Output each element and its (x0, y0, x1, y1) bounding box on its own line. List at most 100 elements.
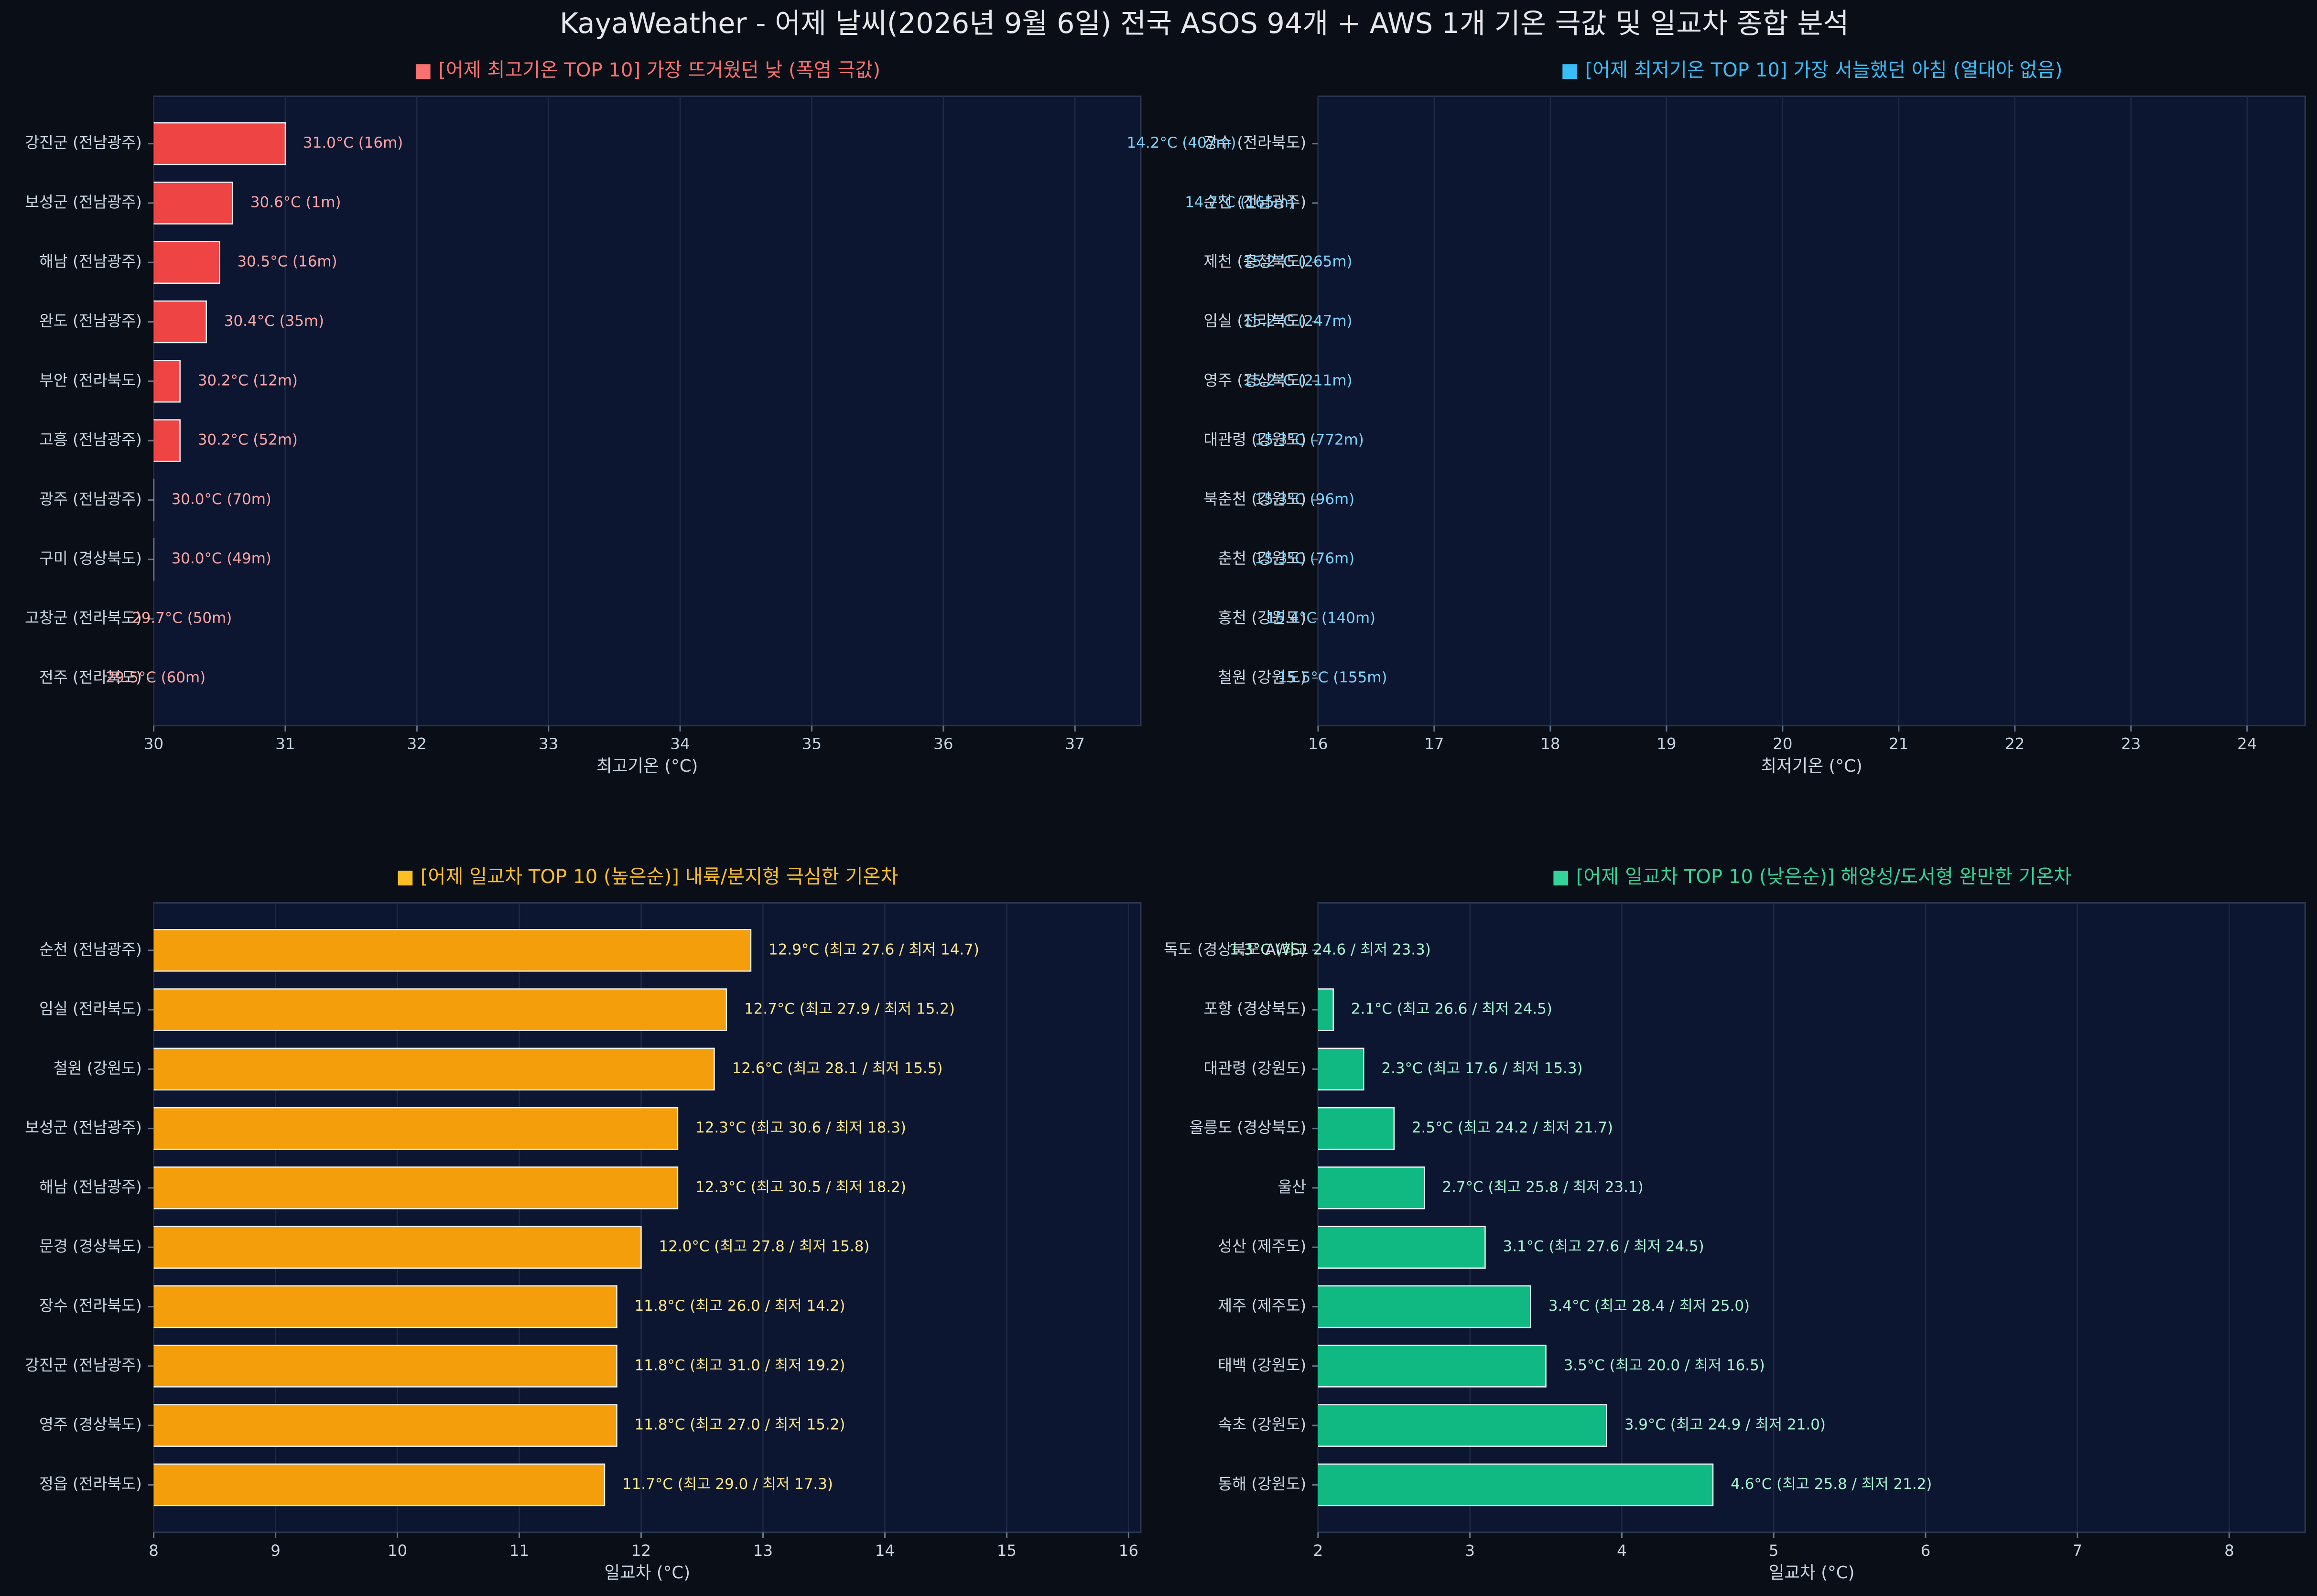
value-label: 14.2°C (407m) (1127, 134, 1236, 151)
x-tick-label: 13 (753, 1542, 773, 1560)
y-tick-label: 해남 (전남광주) (39, 1178, 142, 1196)
value-label: 15.3°C (96m) (1255, 491, 1354, 508)
y-tick-label: 태백 (강원도) (1218, 1356, 1306, 1374)
bar (1318, 1463, 1714, 1507)
bar (153, 241, 220, 284)
value-label: 11.7°C (최고 29.0 / 최저 17.3) (622, 1476, 833, 1493)
x-tick-label: 8 (2224, 1542, 2234, 1560)
bar (153, 1047, 715, 1091)
x-tick-label: 3 (1465, 1542, 1475, 1560)
value-label: 30.0°C (70m) (172, 491, 271, 508)
bar (153, 300, 207, 344)
plot-area (1317, 95, 2306, 727)
x-tick-label: 16 (1308, 735, 1328, 753)
x-tick-label: 9 (271, 1542, 281, 1560)
y-tick-label: 임실 (전라북도) (39, 1000, 142, 1018)
panel: ■ [어제 일교차 TOP 10 (높은순)] 내륙/분지형 극심한 기온차 8 9… (25, 866, 1142, 1583)
bar (153, 1404, 617, 1447)
panel-title: ■ [어제 일교차 TOP 10 (높은순)] 내륙/분지형 극심한 기온차 (396, 866, 898, 888)
y-tick-label: 구미 (경상북도) (39, 550, 142, 568)
value-label: 15.2°C (265m) (1243, 253, 1353, 270)
x-tick-label: 34 (670, 735, 690, 753)
y-tick-label: 동해 (강원도) (1218, 1475, 1306, 1493)
y-tick-label: 보성군 (전남광주) (25, 193, 142, 211)
x-tick-label: 14 (875, 1542, 895, 1560)
value-label: 29.5°C (60m) (106, 669, 206, 686)
y-tick-label: 광주 (전남광주) (39, 490, 142, 508)
value-label: 30.5°C (16m) (237, 253, 337, 270)
y-tick-label: 전주 (전라북도) (39, 668, 142, 686)
bar (1318, 1107, 1395, 1150)
bar (153, 1107, 679, 1150)
value-label: 4.6°C (최고 25.8 / 최저 21.2) (1731, 1476, 1932, 1493)
y-tick-label: 울릉도 (경상북도) (1190, 1119, 1307, 1137)
x-tick-label: 10 (388, 1542, 407, 1560)
x-tick-label: 32 (407, 735, 427, 753)
x-tick-label: 6 (1921, 1542, 1931, 1560)
x-tick-label: 35 (802, 735, 822, 753)
value-label: 31.0°C (16m) (303, 134, 403, 151)
bar (1318, 1285, 1531, 1328)
y-tick-label: 춘천 (강원도) (1218, 550, 1306, 568)
value-label: 2.7°C (최고 25.8 / 최저 23.1) (1442, 1178, 1643, 1196)
bar (1318, 1226, 1486, 1269)
y-tick-label: 고흥 (전남광주) (39, 431, 142, 449)
bar (153, 988, 727, 1031)
bars (1318, 988, 1714, 1507)
bar (153, 182, 234, 225)
x-tick-label: 18 (1540, 735, 1560, 753)
value-label: 2.1°C (최고 26.6 / 최저 24.5) (1351, 1001, 1552, 1018)
value-label: 11.8°C (최고 27.0 / 최저 15.2) (635, 1416, 845, 1434)
y-tick-label: 대관령 (강원도) (1203, 431, 1306, 449)
x-tick-label: 37 (1065, 735, 1085, 753)
y-tick-label: 포항 (경상북도) (1203, 1000, 1306, 1018)
value-label: 30.0°C (49m) (172, 550, 271, 567)
bar (1318, 1047, 1364, 1091)
value-label: 14.7°C (165m) (1185, 194, 1294, 211)
value-label: 30.2°C (52m) (198, 431, 298, 449)
bar (153, 1345, 617, 1388)
x-tick-label: 11 (509, 1542, 529, 1560)
x-tick-label: 15 (997, 1542, 1017, 1560)
bars (153, 929, 752, 1507)
y-tick-label: 문경 (경상북도) (39, 1237, 142, 1255)
bar (153, 1463, 606, 1507)
bar (153, 122, 286, 165)
value-label: 30.6°C (1m) (250, 194, 341, 211)
y-tick-label: 부안 (전라북도) (39, 371, 142, 389)
value-label: 2.5°C (최고 24.2 / 최저 21.7) (1412, 1119, 1613, 1136)
x-tick-label: 5 (1769, 1542, 1779, 1560)
x-tick-label: 22 (2005, 735, 2025, 753)
y-tick-label: 장수 (전라북도) (1203, 134, 1306, 152)
value-label: 3.9°C (최고 24.9 / 최저 21.0) (1624, 1416, 1826, 1434)
bar (1318, 1345, 1547, 1388)
y-tick-label: 강진군 (전남광주) (25, 134, 142, 152)
bar (153, 1285, 617, 1328)
x-tick-label: 33 (539, 735, 558, 753)
x-axis-label: 일교차 (°C) (604, 1563, 690, 1583)
value-label: 1.3°C (최고 24.6 / 최저 23.3) (1230, 941, 1431, 958)
y-tick-label: 영주 (경상북도) (1203, 371, 1306, 389)
x-tick-label: 19 (1657, 735, 1676, 753)
x-axis-label: 일교차 (°C) (1769, 1563, 1855, 1583)
y-tick-label: 순천 (전남광주) (39, 940, 142, 959)
x-axis-label: 최고기온 (°C) (596, 756, 698, 776)
y-tick-label: 완도 (전남광주) (39, 312, 142, 330)
panel: ■ [어제 최고기온 TOP 10] 가장 뜨거웠던 낮 (폭염 극값) 30 31… (25, 59, 1142, 776)
x-tick-label: 20 (1773, 735, 1792, 753)
y-tick-label: 울산 (1278, 1178, 1306, 1196)
x-tick-label: 30 (144, 735, 163, 753)
y-tick-label: 장수 (전라북도) (39, 1297, 142, 1315)
bar (153, 1166, 679, 1209)
panel: ■ [어제 일교차 TOP 10 (낮은순)] 해양성/도서형 완만한 기온차 2… (1164, 866, 2306, 1583)
plot-area (153, 95, 1142, 727)
panel-title: ■ [어제 일교차 TOP 10 (낮은순)] 해양성/도서형 완만한 기온차 (1552, 866, 2071, 888)
y-tick-label: 독도 (경상북도 AWS) (1164, 940, 1306, 959)
y-tick-label: 임실 (전라북도) (1203, 312, 1306, 330)
y-tick-label: 제주 (제주도) (1218, 1297, 1306, 1315)
value-label: 3.1°C (최고 27.6 / 최저 24.5) (1503, 1238, 1704, 1255)
bar (153, 360, 181, 403)
bar (153, 929, 752, 972)
y-tick-label: 북춘천 (강원도) (1203, 490, 1306, 508)
